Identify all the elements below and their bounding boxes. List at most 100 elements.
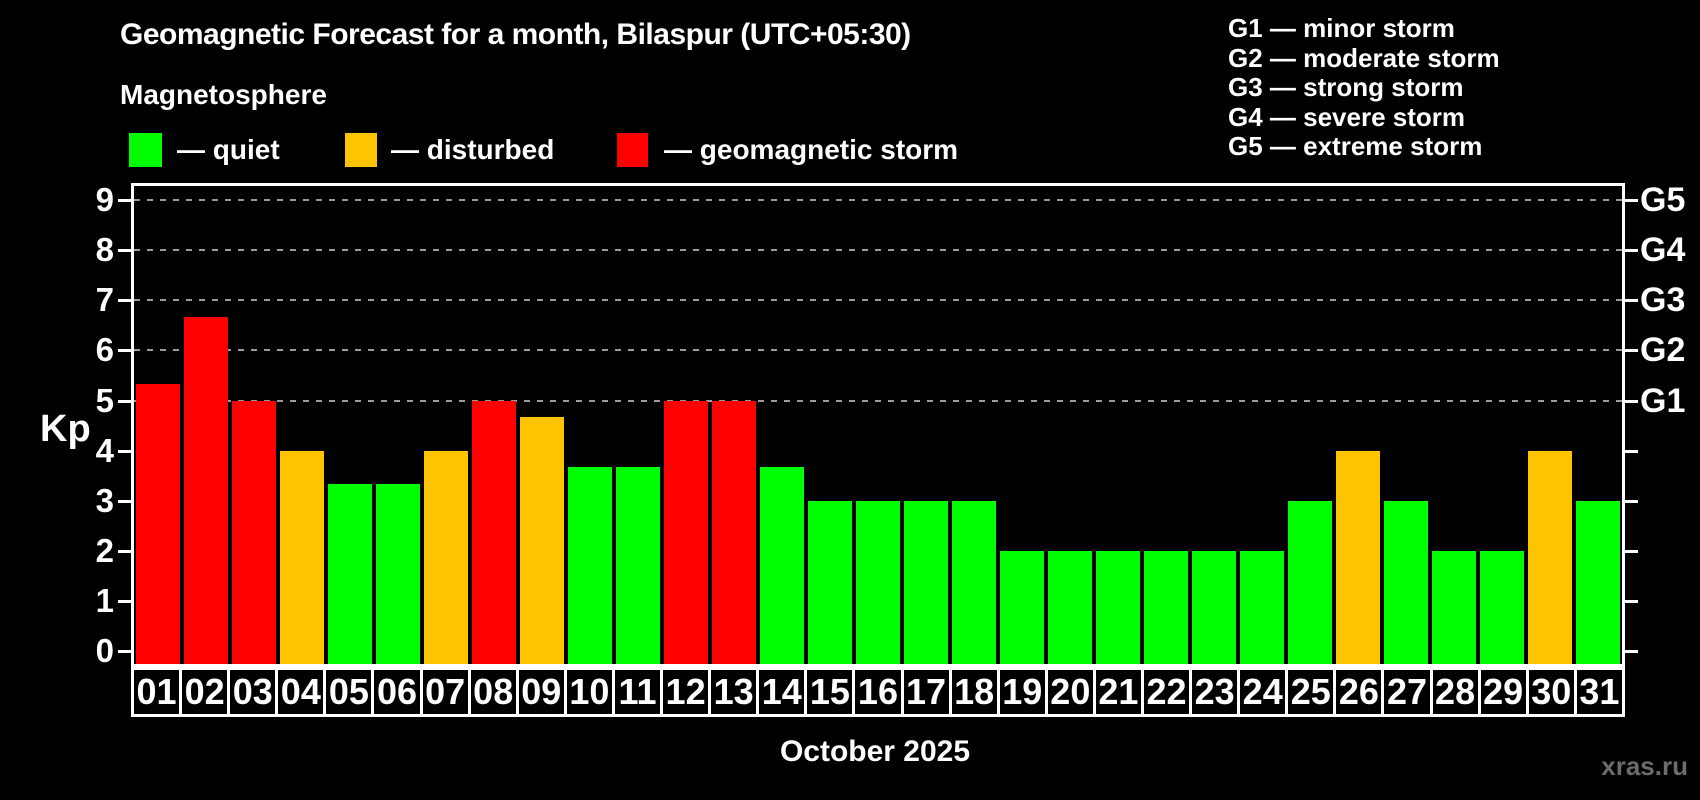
bar-day-19 bbox=[1000, 550, 1044, 664]
bar-day-08 bbox=[472, 400, 516, 664]
right-tick-7 bbox=[1625, 299, 1638, 303]
page-title: Geomagnetic Forecast for a month, Bilasp… bbox=[120, 18, 911, 51]
left-tick-6 bbox=[118, 349, 131, 353]
day-label-25: 25 bbox=[1285, 670, 1333, 714]
bar-day-26 bbox=[1336, 450, 1380, 664]
y-axis-label-3: 3 bbox=[95, 481, 114, 519]
day-label-28: 28 bbox=[1429, 670, 1478, 714]
bar-day-10 bbox=[568, 467, 612, 664]
day-label-21: 21 bbox=[1092, 670, 1141, 714]
disturbed-legend-label: — disturbed bbox=[391, 134, 555, 165]
bar-day-06 bbox=[376, 484, 420, 664]
right-tick-2 bbox=[1625, 549, 1638, 553]
day-label-26: 26 bbox=[1333, 670, 1381, 714]
y-axis-label-6: 6 bbox=[95, 331, 114, 369]
g3-legend-line: G3 — strong storm bbox=[1228, 72, 1464, 102]
left-tick-3 bbox=[118, 499, 131, 503]
y-axis-label-2: 2 bbox=[95, 531, 114, 569]
g-scale-legend: G1 — minor storm G2 — moderate storm G3 … bbox=[1228, 13, 1500, 162]
y-axis-label-5: 5 bbox=[95, 381, 114, 419]
day-label-19: 19 bbox=[996, 670, 1045, 714]
storm-legend-label: — geomagnetic storm bbox=[664, 134, 959, 165]
day-label-29: 29 bbox=[1477, 670, 1526, 714]
g-axis-label-G2: G2 bbox=[1640, 331, 1686, 370]
day-label-17: 17 bbox=[900, 670, 949, 714]
day-label-10: 10 bbox=[563, 670, 612, 714]
bar-day-30 bbox=[1528, 450, 1572, 664]
gridline-kp8 bbox=[134, 249, 1622, 252]
day-label-31: 31 bbox=[1573, 670, 1622, 714]
left-tick-8 bbox=[118, 249, 131, 253]
left-tick-5 bbox=[118, 399, 131, 403]
day-label-08: 08 bbox=[467, 670, 516, 714]
plot-area bbox=[131, 183, 1625, 667]
gridline-kp5 bbox=[134, 399, 1622, 402]
day-label-16: 16 bbox=[852, 670, 900, 714]
bar-day-13 bbox=[712, 400, 756, 664]
bar-day-25 bbox=[1288, 500, 1332, 664]
g-axis-label-G3: G3 bbox=[1640, 281, 1686, 320]
day-label-12: 12 bbox=[660, 670, 708, 714]
bar-day-17 bbox=[904, 500, 948, 664]
left-tick-9 bbox=[118, 199, 131, 203]
month-label: October 2025 bbox=[779, 735, 971, 768]
bar-day-09 bbox=[520, 417, 564, 664]
day-label-18: 18 bbox=[948, 670, 997, 714]
day-label-30: 30 bbox=[1525, 670, 1574, 714]
left-tick-2 bbox=[118, 549, 131, 553]
bar-day-01 bbox=[136, 383, 180, 664]
left-tick-4 bbox=[118, 449, 131, 453]
g-axis-label-G4: G4 bbox=[1640, 231, 1686, 270]
bar-day-20 bbox=[1048, 550, 1092, 664]
disturbed-swatch-icon bbox=[345, 133, 377, 167]
right-tick-6 bbox=[1625, 349, 1638, 353]
right-tick-4 bbox=[1625, 449, 1638, 453]
day-label-15: 15 bbox=[804, 670, 852, 714]
x-axis-day-row: 01 02 03 04 05 06 07 08 09 10 11 12 13 14 15 16 17 18 19 20… bbox=[131, 667, 1625, 717]
day-label-13: 13 bbox=[708, 670, 756, 714]
bar-day-14 bbox=[760, 467, 804, 664]
day-label-07: 07 bbox=[419, 670, 468, 714]
day-label-09: 09 bbox=[515, 670, 564, 714]
bar-day-23 bbox=[1192, 550, 1236, 664]
right-tick-1 bbox=[1625, 599, 1638, 603]
g1-legend-line: G1 — minor storm bbox=[1228, 13, 1455, 43]
right-tick-9 bbox=[1625, 199, 1638, 203]
bar-day-15 bbox=[808, 500, 852, 664]
day-label-11: 11 bbox=[611, 670, 660, 714]
bar-day-18 bbox=[952, 500, 996, 664]
y-axis-label-8: 8 bbox=[95, 231, 114, 269]
day-label-03: 03 bbox=[227, 670, 275, 714]
bar-day-12 bbox=[664, 400, 708, 664]
bar-day-24 bbox=[1240, 550, 1284, 664]
bar-day-04 bbox=[280, 450, 324, 664]
bar-day-27 bbox=[1384, 500, 1428, 664]
day-label-06: 06 bbox=[371, 670, 419, 714]
left-tick-7 bbox=[118, 299, 131, 303]
watermark: xras.ru bbox=[1601, 751, 1688, 781]
quiet-legend-label: — quiet bbox=[177, 134, 280, 165]
day-label-04: 04 bbox=[275, 670, 323, 714]
bar-day-21 bbox=[1096, 550, 1140, 664]
right-tick-3 bbox=[1625, 499, 1638, 503]
left-tick-1 bbox=[118, 599, 131, 603]
y-axis-label-4: 4 bbox=[95, 431, 114, 469]
bar-day-02 bbox=[184, 316, 228, 664]
g-axis-label-G1: G1 bbox=[1640, 381, 1686, 420]
storm-swatch-icon bbox=[617, 133, 648, 167]
bar-day-05 bbox=[328, 484, 372, 664]
y-axis-label-7: 7 bbox=[95, 281, 114, 319]
bar-day-31 bbox=[1576, 500, 1620, 664]
gridline-kp9 bbox=[134, 199, 1622, 202]
g2-legend-line: G2 — moderate storm bbox=[1228, 42, 1500, 73]
left-tick-0 bbox=[118, 650, 131, 653]
magnetosphere-label: Magnetosphere bbox=[120, 79, 327, 110]
g4-legend-line: G4 — severe storm bbox=[1228, 101, 1466, 132]
y-axis-label-9: 9 bbox=[95, 181, 114, 219]
gridline-kp7 bbox=[134, 299, 1622, 302]
day-label-27: 27 bbox=[1381, 670, 1429, 714]
right-tick-5 bbox=[1625, 399, 1638, 403]
day-label-23: 23 bbox=[1189, 670, 1237, 714]
y-axis-label-0: 0 bbox=[95, 632, 114, 669]
